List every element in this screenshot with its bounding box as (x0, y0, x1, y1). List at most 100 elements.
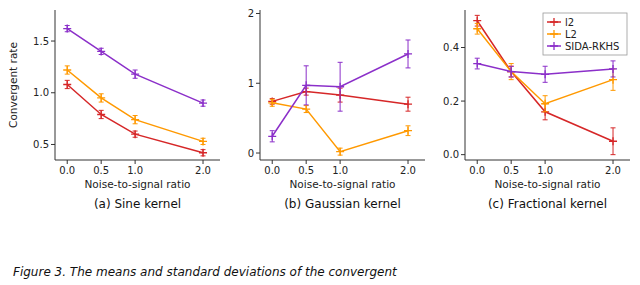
x-tick-label: 0.0 (59, 165, 75, 176)
legend-swatch (547, 30, 561, 38)
y-tick-label: 0.2 (443, 96, 459, 107)
panel: 0.00.51.02.00.51.01.5Noise-to-signal rat… (7, 10, 220, 211)
subplot-title: (a) Sine kernel (94, 197, 181, 211)
point (336, 148, 344, 156)
point (302, 81, 310, 89)
y-tick-label: 0 (248, 148, 254, 159)
x-axis-label: Noise-to-signal ratio (289, 178, 395, 190)
x-tick (67, 160, 68, 164)
series-line (272, 54, 408, 136)
x-axis-label: Noise-to-signal ratio (494, 178, 600, 190)
subplot-title: (b) Gaussian kernel (284, 197, 401, 211)
x-axis-label: Noise-to-signal ratio (84, 178, 190, 190)
point (131, 116, 139, 124)
x-tick (477, 160, 478, 164)
x-tick (613, 160, 614, 164)
panel: 0.0 0.5 1.0 2.0 0.0 0.2 0.4 Noise-to-signal rat… (443, 10, 630, 211)
subplot-title: (c) Fractional kernel (488, 197, 607, 211)
point (131, 70, 139, 78)
y-tick-label: 1.5 (33, 36, 49, 47)
plot-data (63, 25, 207, 157)
y-tick (461, 154, 465, 155)
point (507, 68, 515, 76)
y-tick-label: 0.0 (443, 149, 459, 160)
point (404, 100, 412, 108)
y-tick (256, 153, 260, 154)
x-tick (101, 160, 102, 164)
point (131, 130, 139, 138)
x-tick (408, 160, 409, 164)
y-axis-line (260, 10, 261, 160)
series (268, 40, 412, 142)
y-axis-line (465, 10, 466, 160)
y-tick (256, 83, 260, 84)
series (63, 66, 207, 146)
x-tick-label: 2.0 (400, 165, 416, 176)
panel: 0.00.51.02.0012Noise-to-signal ratio(b) … (248, 8, 425, 211)
point (473, 25, 481, 33)
x-axis-line (55, 160, 220, 161)
point (609, 65, 617, 73)
series-line (67, 70, 203, 141)
point (541, 100, 549, 108)
legend-swatch (547, 18, 561, 26)
point (97, 47, 105, 55)
point (404, 50, 412, 58)
x-tick (340, 160, 341, 164)
y-tick-label: 2 (248, 8, 254, 19)
y-tick-label: 1 (248, 78, 254, 89)
point (63, 80, 71, 88)
legend-marker (550, 30, 558, 38)
x-tick (306, 160, 307, 164)
figure: 0.0 0.5 1.0 2.0 0.5 1.0 1.5 Noise-to-signal rat… (0, 0, 640, 285)
legend-label: l2 (565, 17, 574, 28)
point (336, 83, 344, 91)
y-tick (461, 101, 465, 102)
x-tick-label: 0.0 (264, 165, 280, 176)
figure-caption: Figure 3. The means and standard deviati… (13, 265, 398, 279)
y-tick (51, 144, 55, 145)
x-tick-label: 0.5 (503, 165, 519, 176)
y-axis-line (55, 10, 56, 160)
point (199, 99, 207, 107)
y-tick-label: 0.4 (443, 42, 459, 53)
x-tick-label: 1.0 (127, 165, 143, 176)
series (63, 80, 207, 156)
x-axis-line (260, 160, 425, 161)
x-tick-label: 1.0 (537, 165, 553, 176)
point (199, 137, 207, 145)
point (97, 94, 105, 102)
point (507, 68, 515, 76)
x-tick (545, 160, 546, 164)
legend-marker (550, 42, 558, 50)
x-tick-label: 0.0 (469, 165, 485, 176)
x-tick-label: 2.0 (605, 165, 621, 176)
legend: l2L2SIDA-RKHS (543, 13, 627, 55)
legend-swatch (547, 42, 561, 50)
x-tick-label: 0.5 (93, 165, 109, 176)
legend-label: SIDA-RKHS (565, 41, 619, 52)
y-tick (461, 47, 465, 48)
y-tick (51, 41, 55, 42)
point (404, 127, 412, 135)
x-tick-label: 1.0 (332, 165, 348, 176)
x-tick (511, 160, 512, 164)
series (473, 58, 617, 82)
point (609, 137, 617, 145)
point (268, 132, 276, 140)
series-line (67, 29, 203, 103)
x-tick (203, 160, 204, 164)
x-tick-label: 2.0 (195, 165, 211, 176)
plot-data (268, 40, 412, 156)
legend-label: L2 (565, 29, 577, 40)
point (63, 25, 71, 33)
point (199, 149, 207, 157)
point (63, 66, 71, 74)
point (97, 110, 105, 118)
point (302, 105, 310, 113)
point (473, 60, 481, 68)
y-tick-label: 0.5 (33, 139, 49, 150)
point (268, 99, 276, 107)
y-axis-label: Convergent rate (7, 42, 19, 128)
y-tick (256, 13, 260, 14)
